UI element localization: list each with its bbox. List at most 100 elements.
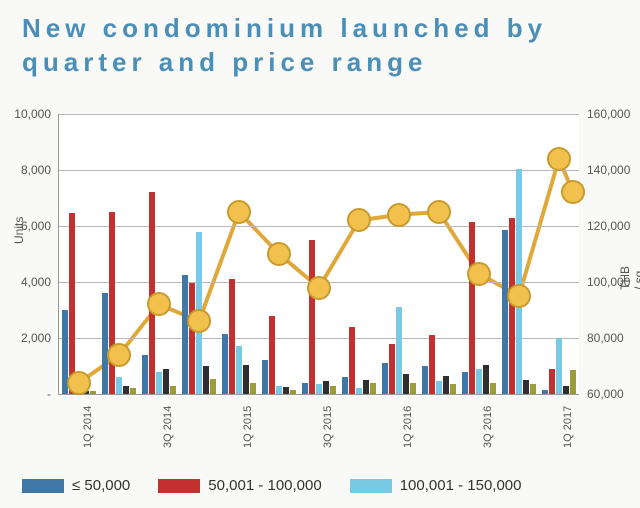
y1-tick-label: 4,000 <box>1 275 51 289</box>
y1-tick-label: 8,000 <box>1 163 51 177</box>
bar-100-001-150-000 <box>356 388 362 394</box>
bar--200-000 <box>90 391 96 394</box>
bar--50-000 <box>542 390 548 394</box>
chart-title: New condominium launched by quarter and … <box>22 12 622 80</box>
legend-item: ≤ 50,000 <box>22 477 130 494</box>
bar-50-001-100-000 <box>389 344 395 394</box>
bar--200-000 <box>570 370 576 394</box>
bar--50-000 <box>502 230 508 394</box>
x-tick-label: 3Q 2015 <box>322 406 334 448</box>
bar-150-001-200-000 <box>483 365 489 394</box>
y2-tick-label: 100,000 <box>587 275 640 289</box>
gridline <box>59 170 579 171</box>
bar--50-000 <box>302 383 308 394</box>
bar-50-001-100-000 <box>69 213 75 394</box>
y1-tick-label: 6,000 <box>1 219 51 233</box>
bar--50-000 <box>382 363 388 394</box>
y2-tick-label: 160,000 <box>587 107 640 121</box>
bar-100-001-150-000 <box>396 307 402 394</box>
y2-tick-label: 120,000 <box>587 219 640 233</box>
bar--200-000 <box>530 384 536 394</box>
price-marker <box>147 292 171 316</box>
bar--50-000 <box>342 377 348 394</box>
bar-50-001-100-000 <box>549 369 555 394</box>
price-marker <box>507 284 531 308</box>
bar--50-000 <box>182 275 188 394</box>
y1-tick-label: 2,000 <box>1 331 51 345</box>
legend-label: ≤ 50,000 <box>72 477 130 494</box>
price-line <box>59 114 579 394</box>
bar-50-001-100-000 <box>189 283 195 394</box>
bar-150-001-200-000 <box>163 369 169 394</box>
bar-150-001-200-000 <box>523 380 529 394</box>
legend-item: 50,001 - 100,000 <box>158 477 321 494</box>
x-tick-label: 1Q 2016 <box>402 406 414 448</box>
price-marker <box>467 262 491 286</box>
bar-100-001-150-000 <box>316 384 322 394</box>
bar--200-000 <box>210 379 216 394</box>
bar-100-001-150-000 <box>476 369 482 394</box>
y2-tick-label: 60,000 <box>587 387 640 401</box>
legend-swatch <box>350 479 392 493</box>
x-tick-label: 1Q 2014 <box>82 406 94 448</box>
bar--200-000 <box>450 384 456 394</box>
bar--50-000 <box>222 334 228 394</box>
bar-50-001-100-000 <box>309 240 315 394</box>
bar--200-000 <box>410 383 416 394</box>
legend: ≤ 50,000 50,001 - 100,000 100,001 - 150,00… <box>22 477 622 494</box>
bar-150-001-200-000 <box>443 376 449 394</box>
bar-150-001-200-000 <box>403 374 409 394</box>
bar-150-001-200-000 <box>243 365 249 394</box>
bar-50-001-100-000 <box>269 316 275 394</box>
bar-150-001-200-000 <box>123 386 129 394</box>
bar--50-000 <box>462 372 468 394</box>
legend-swatch <box>158 479 200 493</box>
price-marker <box>427 200 451 224</box>
price-marker <box>67 371 91 395</box>
bar--200-000 <box>170 386 176 394</box>
gridline <box>59 226 579 227</box>
bar--50-000 <box>142 355 148 394</box>
legend-label: 50,001 - 100,000 <box>208 477 321 494</box>
bar--200-000 <box>130 388 136 394</box>
bar-150-001-200-000 <box>363 380 369 394</box>
gridline <box>59 114 579 115</box>
x-tick-label: 1Q 2015 <box>242 406 254 448</box>
price-marker <box>561 180 585 204</box>
y2-tick-label: 80,000 <box>587 331 640 345</box>
bar-150-001-200-000 <box>283 387 289 394</box>
bar-100-001-150-000 <box>116 377 122 394</box>
chart-plot-area: -60,0002,00080,0004,000100,0006,000120,0… <box>58 114 579 395</box>
bar-50-001-100-000 <box>429 335 435 394</box>
x-tick-label: 1Q 2017 <box>562 406 574 448</box>
price-marker <box>227 200 251 224</box>
price-marker <box>267 242 291 266</box>
bar--50-000 <box>102 293 108 394</box>
bar--200-000 <box>370 383 376 394</box>
price-marker <box>347 208 371 232</box>
bar-150-001-200-000 <box>563 386 569 394</box>
bar-50-001-100-000 <box>229 279 235 394</box>
bar--200-000 <box>490 383 496 394</box>
bar--200-000 <box>250 383 256 394</box>
y1-tick-label: 10,000 <box>1 107 51 121</box>
price-marker <box>107 343 131 367</box>
bar-150-001-200-000 <box>323 381 329 394</box>
bar-100-001-150-000 <box>556 338 562 394</box>
legend-item: 100,001 - 150,000 <box>350 477 522 494</box>
bar--50-000 <box>422 366 428 394</box>
y1-tick-label: - <box>1 387 51 401</box>
gridline <box>59 338 579 339</box>
price-marker <box>187 309 211 333</box>
bar-100-001-150-000 <box>156 372 162 394</box>
bar-50-001-100-000 <box>109 212 115 394</box>
bar-50-001-100-000 <box>349 327 355 394</box>
bar-50-001-100-000 <box>469 222 475 394</box>
price-marker <box>387 203 411 227</box>
price-marker <box>547 147 571 171</box>
bar-100-001-150-000 <box>516 169 522 394</box>
bar-100-001-150-000 <box>276 386 282 394</box>
x-tick-label: 3Q 2016 <box>482 406 494 448</box>
price-marker <box>307 276 331 300</box>
bar--50-000 <box>262 360 268 394</box>
